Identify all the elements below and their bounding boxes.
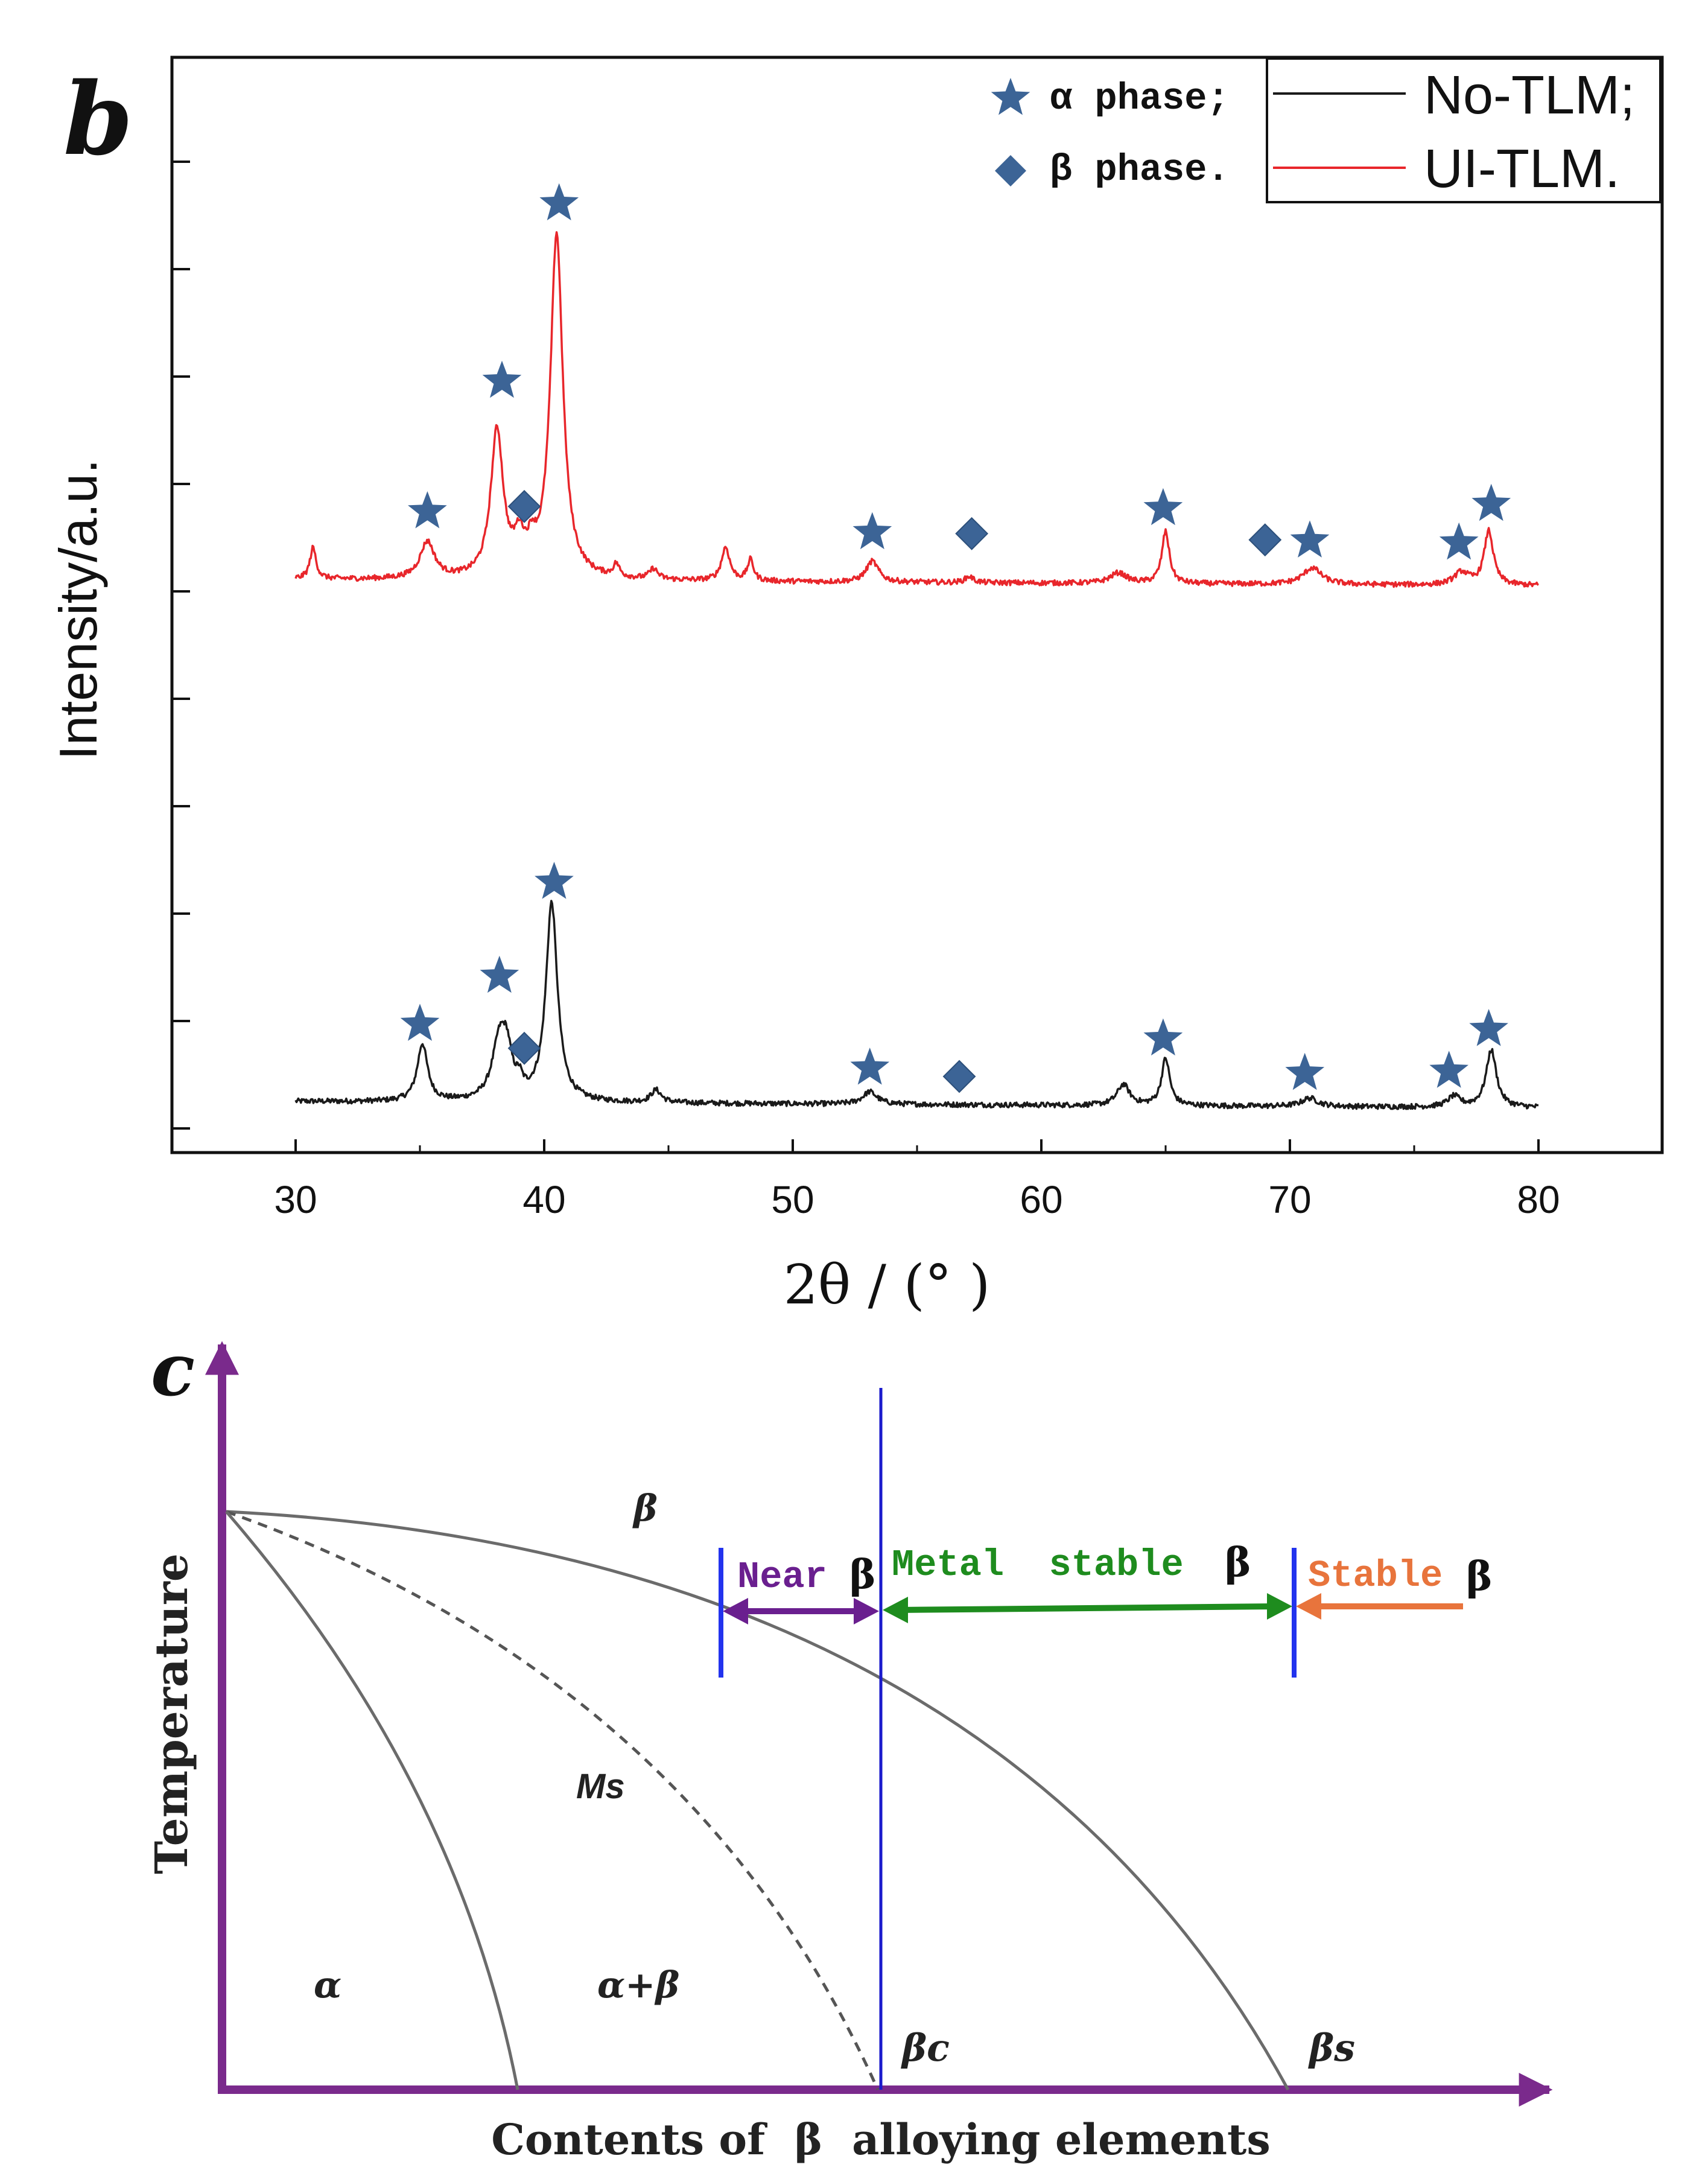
- alpha-phase-star-icon: [1290, 520, 1330, 558]
- legend-label-no-tlm: No-TLM;: [1424, 65, 1635, 126]
- stable-beta-symbol: β: [1466, 1553, 1493, 1600]
- beta-phase-diamond-icon: [507, 1031, 541, 1065]
- alpha-phase-star-icon: [400, 1004, 440, 1041]
- x-tick-label: 50: [771, 1178, 814, 1221]
- alpha-phase-star-icon: [482, 360, 522, 398]
- region-ms-label: Ms: [576, 1767, 625, 1806]
- alpha-boundary-curve: [225, 1510, 519, 2090]
- x-tick-label: 60: [1020, 1178, 1062, 1221]
- alpha-phase-star-icon: [539, 183, 579, 221]
- beta-s-label: βs: [1308, 2026, 1355, 2070]
- legend-beta-label: β phase.: [1050, 148, 1230, 191]
- plot-frame: [170, 56, 1664, 1154]
- series-group: [294, 231, 1539, 1110]
- near-beta-arrow: [723, 1598, 879, 1624]
- stable-beta-arrow: [1296, 1593, 1463, 1620]
- beta-phase-diamond-icon: [942, 1060, 976, 1093]
- beta-transus-curve: [226, 1510, 1290, 2091]
- y-axis-label: Intensity/a.u.: [48, 459, 108, 760]
- alpha-phase-star-icon: [408, 491, 447, 529]
- x-axis-label: 2θ / (° ): [784, 1253, 991, 1317]
- x-tick-label: 80: [1517, 1178, 1560, 1221]
- alpha-phase-star-icon: [1285, 1052, 1325, 1090]
- alpha-phase-star-icon: [850, 1048, 890, 1085]
- near-beta-symbol: β: [849, 1551, 876, 1598]
- ms-curve: [226, 1510, 880, 2091]
- phase-markers: [400, 183, 1511, 1093]
- alpha-phase-star-icon: [1439, 522, 1479, 560]
- temperature-axis-label: Temperature: [146, 1553, 198, 1874]
- region-alpha-label: α: [314, 1964, 341, 2006]
- alpha-phase-star-icon: [1143, 1018, 1183, 1056]
- content-axis-label: Contents of β alloying elements: [491, 2114, 1271, 2165]
- beta-phase-diamond-icon: [507, 489, 541, 523]
- phase-marker-legend: α phase; β phase.: [991, 77, 1230, 191]
- beta-phase-diamond-icon: [1248, 523, 1282, 557]
- legend-box: [1266, 57, 1662, 203]
- region-alpha-beta-label: α+β: [597, 1964, 679, 2006]
- legend-alpha-star-icon: [991, 78, 1030, 115]
- near-beta-label: Near: [737, 1556, 827, 1599]
- alpha-phase-star-icon: [1429, 1051, 1468, 1088]
- xrd-chart: b 30 40 50 60 70 80 Intensity/a.u. 2θ / (° ) …: [48, 56, 1664, 1317]
- x-tick-label: 40: [522, 1178, 565, 1221]
- panel-label-c: c: [151, 1328, 195, 1413]
- series-legend: No-TLM; UI-TLM.: [1266, 57, 1662, 203]
- phase-diagram: c Near β Metal stable β: [146, 1328, 1553, 2165]
- panel-label-b: b: [63, 60, 133, 177]
- alpha-phase-star-icon: [1471, 483, 1511, 521]
- x-tick-label: 30: [274, 1178, 317, 1221]
- legend-alpha-label: α phase;: [1050, 77, 1230, 120]
- alpha-phase-star-icon: [852, 512, 892, 550]
- x-axis-ticks: 30 40 50 60 70 80: [274, 1139, 1560, 1221]
- metal-stable-beta-label: Metal stable: [892, 1544, 1184, 1586]
- x-tick-label: 70: [1268, 1178, 1311, 1221]
- beta-c-label: βc: [901, 2026, 950, 2070]
- y-axis-ticks: [172, 161, 190, 1130]
- metal-stable-beta-arrow: [883, 1593, 1292, 1623]
- beta-phase-diamond-icon: [955, 517, 989, 550]
- stable-beta-label: Stable: [1308, 1554, 1443, 1597]
- alpha-phase-star-icon: [480, 955, 519, 993]
- series-line-ui-tlm: [294, 231, 1539, 588]
- region-beta-label: β: [632, 1487, 658, 1530]
- metal-stable-beta-symbol: β: [1225, 1539, 1251, 1586]
- legend-beta-diamond-icon: [995, 155, 1026, 186]
- alpha-phase-star-icon: [1469, 1009, 1508, 1046]
- alpha-phase-star-icon: [535, 862, 574, 899]
- series-line-no-tlm: [294, 900, 1539, 1110]
- alpha-phase-star-icon: [1143, 488, 1183, 526]
- legend-label-ui-tlm: UI-TLM.: [1424, 139, 1620, 199]
